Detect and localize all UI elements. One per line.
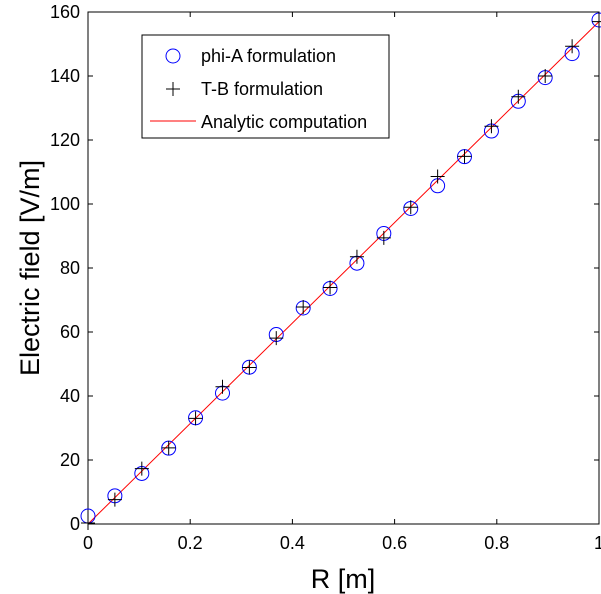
x-tick-label: 1: [594, 533, 601, 553]
y-tick-label: 40: [60, 386, 80, 406]
t-b-point: [538, 69, 553, 83]
t-b-point: [107, 492, 122, 507]
y-tick-label: 80: [60, 258, 80, 278]
x-tick-label: 0.2: [178, 533, 203, 553]
t-b-point: [188, 411, 203, 426]
t-b-point: [403, 200, 418, 215]
t-b-point: [161, 440, 176, 455]
legend-label-t-b: T-B formulation: [201, 79, 323, 99]
x-tick-label: 0.6: [382, 533, 407, 553]
x-axis-label: R [m]: [311, 564, 376, 594]
t-b-point: [349, 249, 364, 264]
y-tick-label: 120: [50, 130, 80, 150]
t-b-point: [242, 360, 257, 375]
t-b-point: [134, 461, 149, 476]
x-tick-label: 0: [83, 533, 93, 553]
t-b-point: [565, 39, 580, 54]
t-b-point: [269, 331, 284, 346]
legend-label-analytic: Analytic computation: [201, 112, 367, 132]
y-tick-label: 140: [50, 66, 80, 86]
legend-circle-icon: [165, 48, 181, 64]
y-tick-label: 100: [50, 194, 80, 214]
t-b-point: [457, 149, 472, 164]
ticks-layer: [87, 11, 600, 525]
t-b-point: [376, 230, 391, 245]
t-b-point: [430, 169, 445, 184]
y-tick-label: 20: [60, 450, 80, 470]
y-tick-label: 0: [70, 514, 80, 534]
t-b-point: [323, 280, 338, 295]
x-tick-label: 0.4: [280, 533, 305, 553]
t-b-point: [511, 89, 526, 104]
legend-label-phi-a: phi-A formulation: [201, 46, 336, 66]
y-tick-label: 160: [50, 2, 80, 22]
legend: phi-A formulation T-B formulation Analyt…: [141, 34, 390, 139]
t-b-point: [215, 379, 230, 394]
analytic-line-layer: [87, 21, 600, 525]
analytic-line: [87, 21, 600, 525]
y-tick-label: 60: [60, 322, 80, 342]
y-axis-label: Electric field [V/m]: [15, 160, 45, 376]
t-b-point: [484, 119, 499, 134]
legend-plus-icon: [166, 82, 180, 96]
t-b-point: [296, 300, 311, 315]
markers-layer: [80, 12, 601, 531]
tick-labels-layer: 0 0.2 0.4 0.6 0.8 1 0 20 40 60 80 100 120 140 160: [50, 2, 601, 553]
x-tick-label: 0.8: [484, 533, 509, 553]
